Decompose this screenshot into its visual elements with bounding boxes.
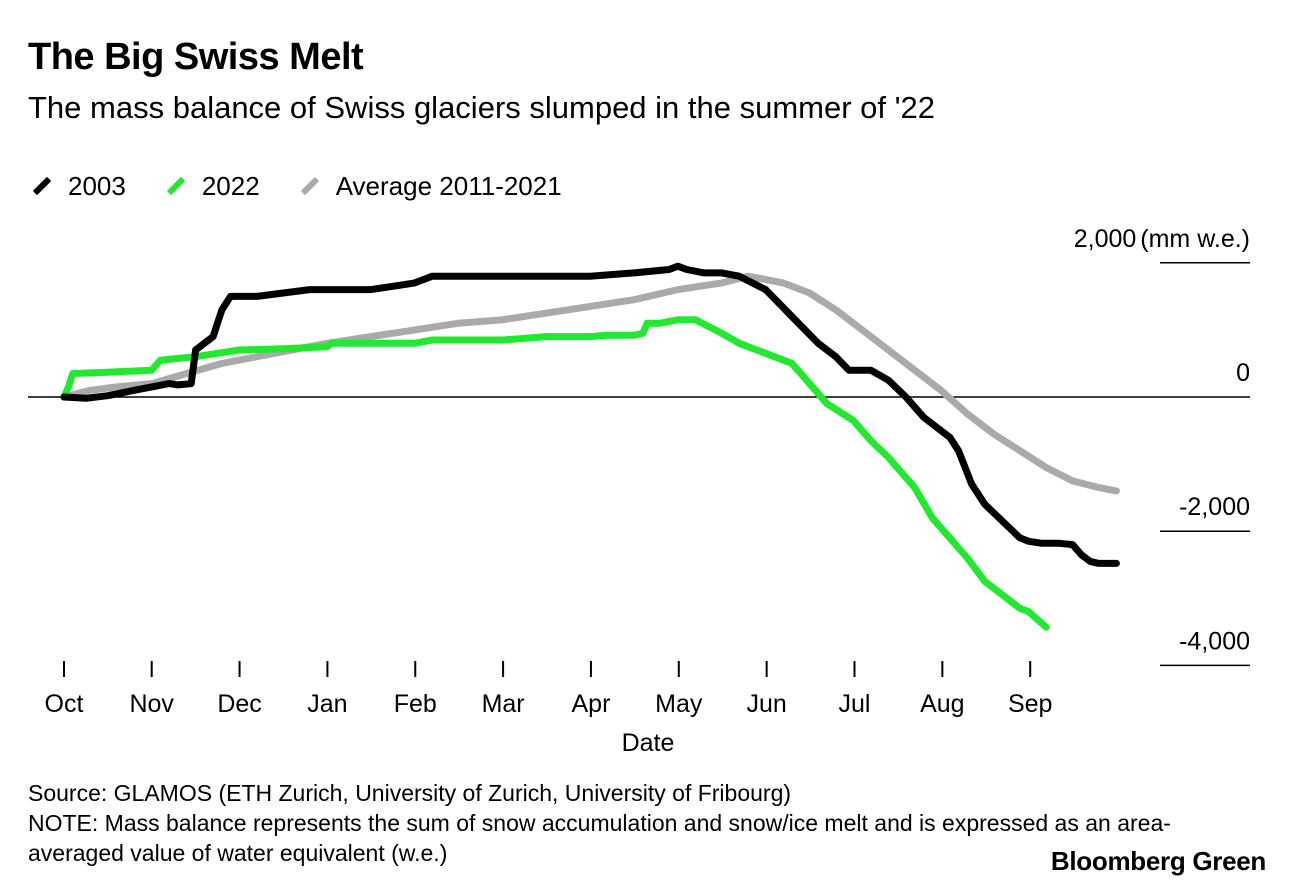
series-line-average-2011-2021 xyxy=(60,272,1120,495)
series-line-2022 xyxy=(60,316,1050,631)
y-axis-gridlines xyxy=(28,262,1250,667)
legend-label-2003: 2003 xyxy=(68,170,126,201)
legend-label-2022: 2022 xyxy=(201,170,260,201)
x-tick-label-jun: Jun xyxy=(746,690,786,718)
y-tick-label-2: -2,000 xyxy=(1179,493,1250,521)
series-line-2003 xyxy=(60,262,1120,567)
definition-note: NOTE: Mass balance represents the sum of… xyxy=(28,810,1171,866)
x-tick-label-aug: Aug xyxy=(920,690,964,718)
chart-subtitle: The mass balance of Swiss glaciers slump… xyxy=(28,90,936,125)
legend-label-average: Average 2011-2021 xyxy=(335,170,562,201)
x-tick-label-jan: Jan xyxy=(307,690,347,718)
x-tick-label-dec: Dec xyxy=(217,690,261,718)
y-tick-label-1: 0 xyxy=(1236,359,1250,387)
legend: 2003 2022 Average 2011-2021 xyxy=(28,168,598,204)
x-tick-label-feb: Feb xyxy=(394,690,437,718)
legend-item-2022: 2022 xyxy=(162,171,260,202)
x-axis: Oct Nov Dec Jan Feb Mar Apr May Jun Jul Aug Sep xyxy=(45,661,1052,718)
y-tick-label-0: 2,000 (mm w.e.) xyxy=(1074,225,1250,253)
x-tick-label-apr: Apr xyxy=(571,690,610,718)
y-axis-labels: 2,000 (mm w.e.) 0 -2,000 -4,000 xyxy=(1074,225,1250,656)
x-tick-label-may: May xyxy=(655,690,703,718)
y-tick-label-3: -4,000 xyxy=(1179,627,1250,655)
source-note: Source: GLAMOS (ETH Zurich, University o… xyxy=(28,780,792,806)
x-tick-label-jul: Jul xyxy=(839,690,871,718)
x-tick-label-sep: Sep xyxy=(1008,690,1052,718)
bloomberg-green-logo: Bloomberg Green xyxy=(1050,846,1266,876)
series-lines xyxy=(60,262,1120,631)
x-axis-title: Date xyxy=(622,729,675,757)
legend-item-average: Average 2011-2021 xyxy=(296,171,562,202)
x-tick-label-nov: Nov xyxy=(129,690,174,718)
legend-item-2003: 2003 xyxy=(28,171,126,202)
chart-title: The Big Swiss Melt xyxy=(28,36,364,78)
y-tick-value: 2,000 xyxy=(1074,225,1137,253)
x-tick-label-oct: Oct xyxy=(45,690,84,718)
x-tick-label-mar: Mar xyxy=(482,690,525,718)
y-unit-label: (mm w.e.) xyxy=(1140,225,1250,253)
